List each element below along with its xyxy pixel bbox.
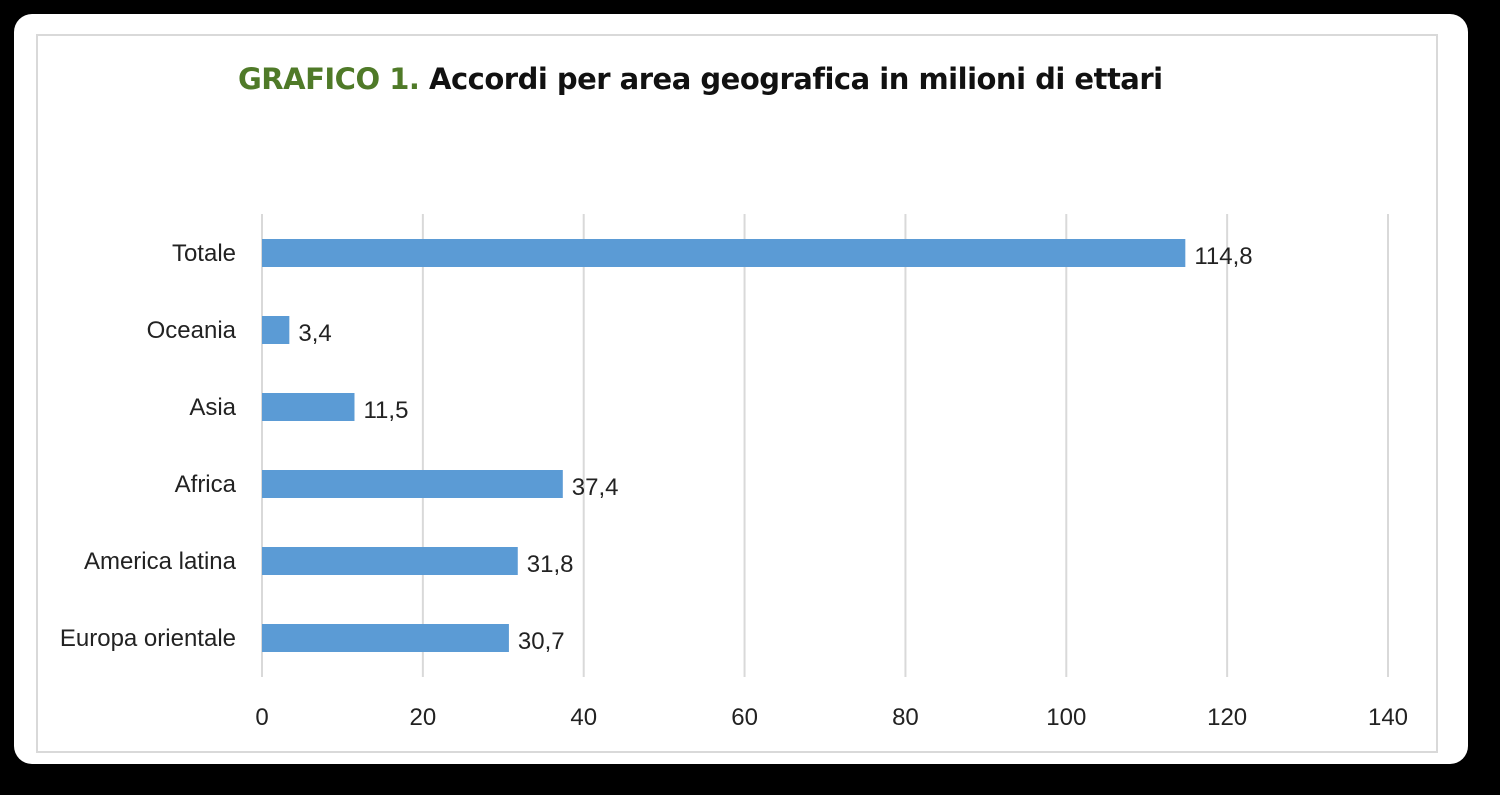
x-tick-label: 40 xyxy=(570,704,597,731)
x-tick-label: 20 xyxy=(410,704,437,731)
y-category-label: Europa orientale xyxy=(60,625,236,652)
chart-frame xyxy=(36,34,1438,753)
x-tick-label: 140 xyxy=(1368,704,1408,731)
y-category-label: Oceania xyxy=(147,317,237,344)
y-category-label: Asia xyxy=(189,394,236,421)
chart-title-prefix: GRAFICO 1. xyxy=(238,62,420,96)
x-tick-label: 100 xyxy=(1046,704,1086,731)
chart-title-text: Accordi per area geografica in milioni d… xyxy=(429,62,1163,96)
x-tick-label: 0 xyxy=(255,704,268,731)
bar xyxy=(262,547,518,575)
data-label: 31,8 xyxy=(527,551,574,578)
y-category-label: Totale xyxy=(172,240,236,267)
chart-card xyxy=(14,14,1468,764)
bar xyxy=(262,316,290,344)
data-label: 30,7 xyxy=(518,628,565,655)
x-tick-label: 120 xyxy=(1207,704,1247,731)
data-label: 3,4 xyxy=(298,320,331,347)
data-label: 114,8 xyxy=(1194,243,1252,270)
bar xyxy=(262,624,509,652)
y-category-label: Africa xyxy=(175,471,237,498)
bar xyxy=(262,470,563,498)
x-tick-label: 60 xyxy=(731,704,758,731)
chart-title: GRAFICO 1. Accordi per area geografica i… xyxy=(238,62,1163,96)
y-category-label: America latina xyxy=(84,548,237,575)
x-tick-label: 80 xyxy=(892,704,919,731)
data-label: 11,5 xyxy=(363,397,408,424)
bar xyxy=(262,239,1186,267)
bar xyxy=(262,393,355,421)
data-label: 37,4 xyxy=(572,474,619,501)
